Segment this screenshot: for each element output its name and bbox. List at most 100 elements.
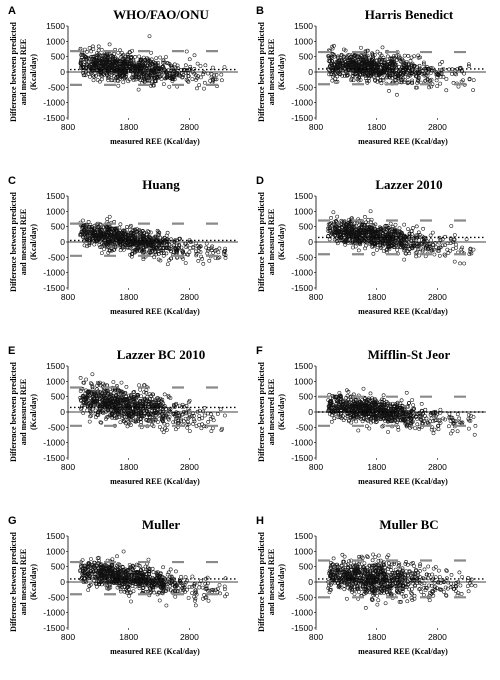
data-point: [91, 44, 95, 49]
data-point: [109, 226, 114, 231]
data-point: [119, 380, 124, 385]
data-point: [155, 228, 160, 233]
data-point: [118, 236, 122, 241]
data-point: [329, 419, 334, 424]
data-point: [115, 74, 120, 79]
data-point: [432, 252, 437, 257]
data-point: [106, 69, 111, 74]
data-point: [95, 78, 100, 82]
data-point: [110, 54, 115, 59]
data-point: [156, 60, 160, 65]
y-tick-label: -1000: [43, 438, 65, 448]
data-point: [78, 59, 83, 64]
data-point: [132, 250, 137, 254]
y-axis-label-line: and measured REE: [267, 209, 276, 276]
x-tick-label: 2800: [428, 462, 447, 472]
data-point: [96, 57, 101, 62]
data-point: [428, 233, 433, 238]
chart-panel-a: A WHO/FAO/ONU150010005000-500-1000-150080…: [8, 5, 238, 146]
data-point: [108, 64, 112, 69]
data-point: [467, 64, 471, 68]
data-point: [154, 56, 159, 60]
data-point: [216, 250, 221, 255]
data-point: [141, 257, 146, 261]
data-point: [455, 429, 460, 434]
data-point: [430, 248, 434, 253]
data-point: [147, 34, 152, 39]
y-tick-label: -1500: [43, 113, 65, 123]
data-point: [223, 256, 228, 260]
data-point: [87, 56, 92, 61]
data-point: [443, 253, 448, 258]
data-point: [83, 54, 88, 59]
x-tick-label: 2800: [428, 122, 447, 132]
x-tick-label: 800: [61, 292, 75, 302]
data-point: [98, 222, 103, 227]
data-point: [140, 233, 145, 238]
data-point: [123, 243, 127, 247]
data-point: [466, 413, 471, 417]
data-point: [364, 61, 369, 65]
data-point: [182, 68, 187, 73]
data-point: [451, 246, 456, 251]
data-point: [118, 244, 123, 249]
data-point: [459, 247, 464, 252]
data-point: [107, 235, 112, 240]
data-point: [381, 78, 386, 82]
data-point: [175, 63, 180, 68]
data-point: [434, 78, 439, 83]
data-point: [414, 250, 419, 255]
x-tick-label: 800: [309, 122, 323, 132]
data-point: [394, 66, 398, 70]
data-point: [449, 224, 454, 228]
data-point: [158, 74, 163, 78]
data-point: [165, 422, 170, 427]
data-point: [337, 72, 342, 76]
data-point: [417, 232, 422, 237]
data-point: [149, 238, 153, 242]
y-tick-label: 0: [308, 67, 313, 77]
data-point: [146, 57, 151, 61]
y-axis-label-line: Difference between predicted: [257, 22, 266, 122]
data-point: [386, 68, 390, 73]
data-point: [155, 63, 160, 68]
data-point: [359, 45, 363, 50]
data-point: [155, 247, 160, 252]
data-point: [456, 84, 461, 89]
data-point: [330, 44, 334, 49]
data-point: [410, 80, 414, 85]
data-point: [196, 259, 201, 263]
data-point: [406, 227, 410, 231]
data-point: [161, 246, 166, 250]
data-point: [171, 245, 176, 250]
data-point: [130, 252, 135, 256]
data-point: [153, 249, 157, 254]
data-point: [223, 413, 227, 418]
data-point: [125, 57, 130, 62]
data-point: [380, 71, 385, 76]
data-point: [154, 72, 159, 77]
data-point: [194, 249, 198, 254]
data-point: [344, 62, 349, 67]
data-point: [425, 77, 430, 82]
data-point: [388, 73, 392, 78]
data-point: [142, 242, 147, 247]
data-point: [164, 55, 168, 59]
data-point: [422, 241, 427, 246]
data-point: [377, 73, 381, 78]
data-point: [101, 242, 106, 247]
data-point: [120, 230, 125, 235]
data-point: [462, 261, 467, 266]
data-point: [348, 64, 353, 69]
chart-panel-b: B Harris Benedict150010005000-500-1000-15…: [256, 5, 486, 146]
data-point: [169, 71, 174, 76]
data-point: [419, 402, 424, 406]
data-point: [118, 420, 123, 425]
data-point: [85, 229, 90, 234]
data-point: [125, 227, 129, 232]
data-point: [393, 75, 397, 79]
x-tick-label: 1800: [367, 122, 386, 132]
data-point: [218, 407, 223, 412]
data-point: [131, 72, 135, 76]
data-point: [330, 46, 335, 51]
